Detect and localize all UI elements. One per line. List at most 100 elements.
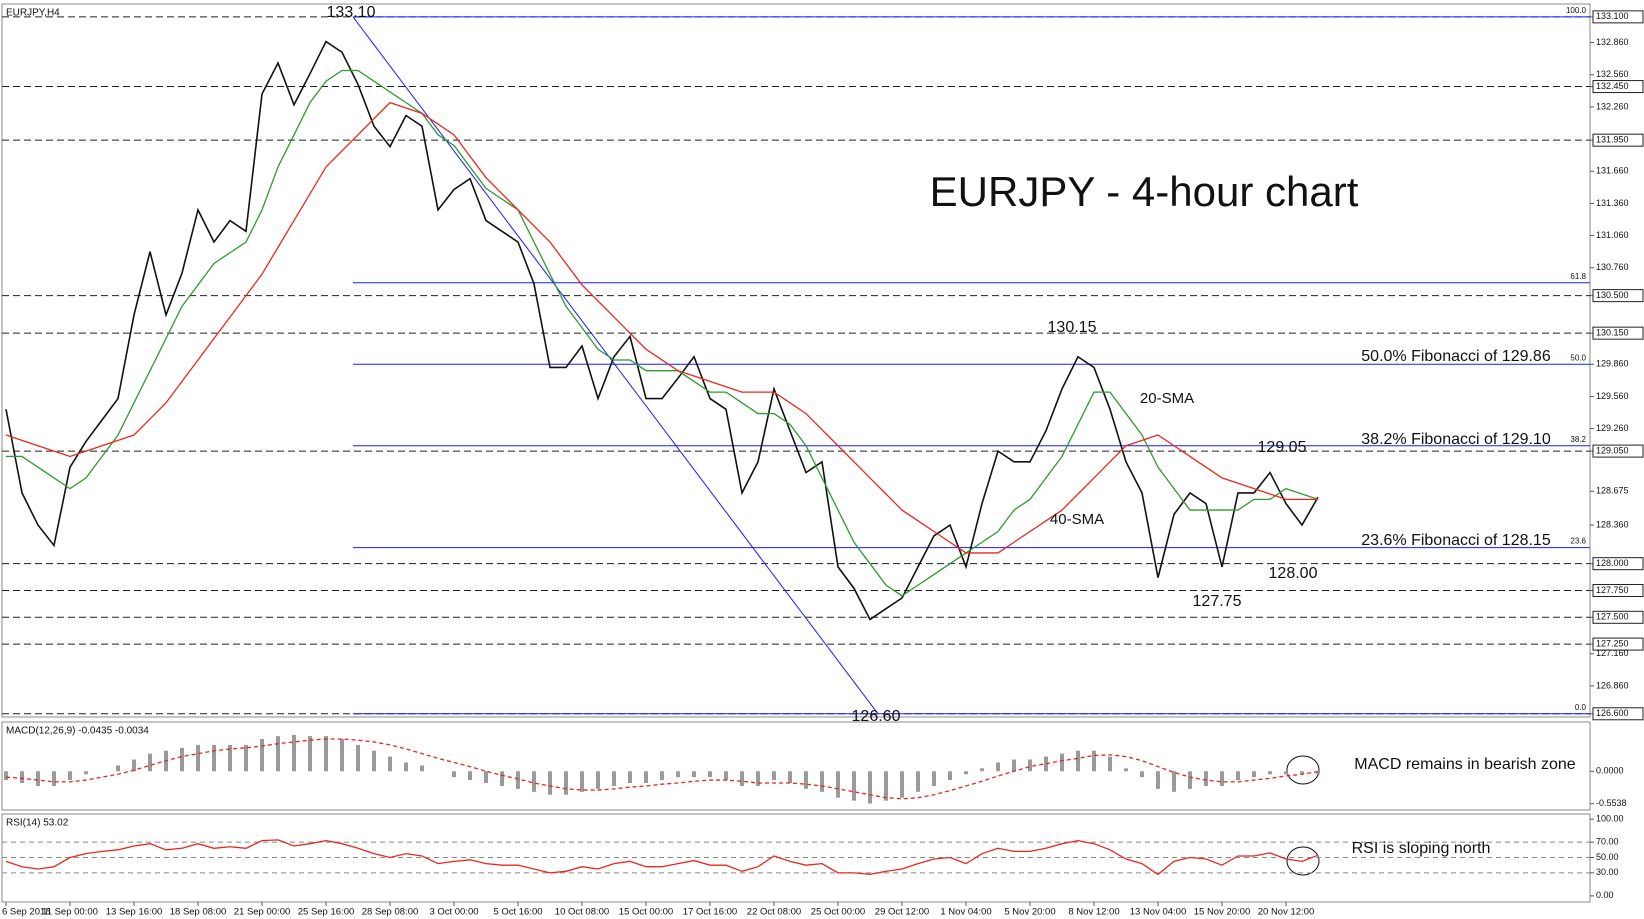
- level-tag: [1592, 80, 1644, 94]
- panel-title: RSI(14) 53.02: [6, 818, 69, 829]
- level-tag: [1592, 583, 1644, 597]
- annotation: 23.6% Fibonacci of 128.15: [1361, 532, 1551, 549]
- annotation: 129.05: [1258, 439, 1307, 456]
- level-tag: [1592, 637, 1644, 651]
- series-line: [5, 738, 1319, 800]
- annotation: 128.00: [1269, 565, 1318, 582]
- y-tick-label: 130.150: [1596, 328, 1629, 338]
- x-tick-label: 21 Sep 00:00: [234, 907, 291, 918]
- level-tag: [1592, 326, 1644, 340]
- x-tick-label: 18 Sep 08:00: [170, 907, 227, 918]
- series-line: [5, 40, 1319, 621]
- x-tick-label: 15 Nov 20:00: [1194, 907, 1251, 918]
- x-tick-label: 15 Oct 00:00: [619, 907, 673, 918]
- level-tag: [1592, 444, 1644, 458]
- annotation: 127.75: [1193, 593, 1242, 610]
- fib-label: 50.0: [1570, 353, 1586, 362]
- y-tick-label: 130.760: [1596, 262, 1629, 272]
- fib-label: 100.0: [1566, 6, 1587, 15]
- y-tick-label: 126.860: [1596, 680, 1629, 690]
- y-tick-label: 130.500: [1596, 290, 1629, 300]
- rsi-highlight: [1286, 846, 1320, 876]
- annotation: RSI is sloping north: [1352, 840, 1491, 857]
- y-tick-label: 30.00: [1596, 867, 1619, 877]
- panel-title: EURJPY,H4: [6, 8, 60, 19]
- y-tick-label: 126.600: [1596, 708, 1629, 718]
- series-line: [5, 839, 1319, 876]
- y-tick-label: 129.260: [1596, 423, 1629, 433]
- series-label: 40-SMA: [1050, 511, 1104, 528]
- x-tick-label: 29 Oct 12:00: [875, 907, 929, 918]
- x-tick-label: 8 Nov 12:00: [1068, 907, 1119, 918]
- x-tick-label: 1 Nov 04:00: [940, 907, 991, 918]
- x-tick-label: 5 Oct 16:00: [493, 907, 542, 918]
- annotation: 133.10: [327, 4, 376, 21]
- annotation: 50.0% Fibonacci of 129.86: [1361, 348, 1551, 365]
- level-tag: [1592, 557, 1644, 571]
- y-tick-label: 131.060: [1596, 230, 1629, 240]
- fib-label: 0.0: [1575, 703, 1587, 712]
- x-tick-label: 5 Nov 20:00: [1004, 907, 1055, 918]
- y-tick-label: 50.00: [1596, 852, 1619, 862]
- y-tick-label: 127.160: [1596, 648, 1629, 658]
- level-tag: [1592, 10, 1644, 24]
- fib-label: 23.6: [1570, 537, 1586, 546]
- y-tick-label: 128.675: [1596, 486, 1629, 496]
- y-tick-label: 0.0000: [1596, 766, 1624, 776]
- y-tick-label: 100.00: [1596, 814, 1624, 824]
- annotation: 130.15: [1048, 319, 1097, 336]
- x-tick-label: 13 Nov 04:00: [1130, 907, 1187, 918]
- x-tick-label: 6 Sep 2018: [2, 907, 51, 918]
- y-tick-label: 128.000: [1596, 558, 1629, 568]
- level-tag: [1592, 707, 1644, 721]
- y-tick-label: 133.100: [1596, 11, 1629, 21]
- y-tick-label: -0.5538: [1596, 798, 1627, 808]
- x-tick-label: 25 Sep 16:00: [298, 907, 355, 918]
- series-line: [5, 101, 1318, 554]
- level-tag: [1592, 610, 1644, 624]
- x-tick-label: 20 Nov 12:00: [1258, 907, 1315, 918]
- y-tick-label: 70.00: [1596, 837, 1619, 847]
- y-tick-label: 129.560: [1596, 391, 1629, 401]
- fib-label: 61.8: [1570, 272, 1586, 281]
- level-tag: [1592, 133, 1644, 147]
- x-tick-label: 10 Oct 08:00: [555, 907, 609, 918]
- series-label: 20-SMA: [1140, 390, 1194, 407]
- y-tick-label: 132.560: [1596, 69, 1629, 79]
- panel-title: MACD(12,26,9) -0.0435 -0.0034: [6, 726, 149, 737]
- annotation: EURJPY - 4-hour chart: [930, 168, 1359, 215]
- x-tick-label: 22 Oct 08:00: [747, 907, 801, 918]
- x-tick-label: 11 Sep 00:00: [42, 907, 98, 918]
- x-tick-label: 28 Sep 08:00: [362, 907, 419, 918]
- y-tick-label: 131.950: [1596, 135, 1629, 145]
- fib-label: 38.2: [1570, 435, 1586, 444]
- y-tick-label: 131.360: [1596, 198, 1629, 208]
- level-tag: [1592, 289, 1644, 303]
- x-tick-label: 25 Oct 00:00: [811, 907, 865, 918]
- panel-frame: [1, 721, 1591, 811]
- panel-frame: [1, 3, 1591, 718]
- y-tick-label: 127.500: [1596, 612, 1629, 622]
- y-tick-label: 128.360: [1596, 519, 1629, 529]
- series-line: [6, 69, 1319, 597]
- annotation: 126.60: [852, 708, 901, 725]
- annotation: 38.2% Fibonacci of 129.10: [1361, 431, 1551, 448]
- macd-highlight: [1286, 755, 1320, 785]
- x-tick-label: 17 Oct 16:00: [683, 907, 737, 918]
- y-tick-label: 129.860: [1596, 359, 1629, 369]
- y-tick-label: 132.260: [1596, 101, 1629, 111]
- y-tick-label: 129.050: [1596, 445, 1629, 455]
- y-tick-label: 0.00: [1596, 890, 1614, 900]
- x-tick-label: 13 Sep 16:00: [106, 907, 163, 918]
- trend-line: [352, 16, 879, 715]
- y-tick-label: 127.750: [1596, 585, 1629, 595]
- y-tick-label: 132.450: [1596, 81, 1629, 91]
- y-tick-label: 132.860: [1596, 37, 1629, 47]
- y-tick-label: 127.250: [1596, 638, 1629, 648]
- x-tick-label: 3 Oct 00:00: [429, 907, 478, 918]
- annotation: MACD remains in bearish zone: [1354, 756, 1576, 773]
- y-tick-label: 131.660: [1596, 166, 1629, 176]
